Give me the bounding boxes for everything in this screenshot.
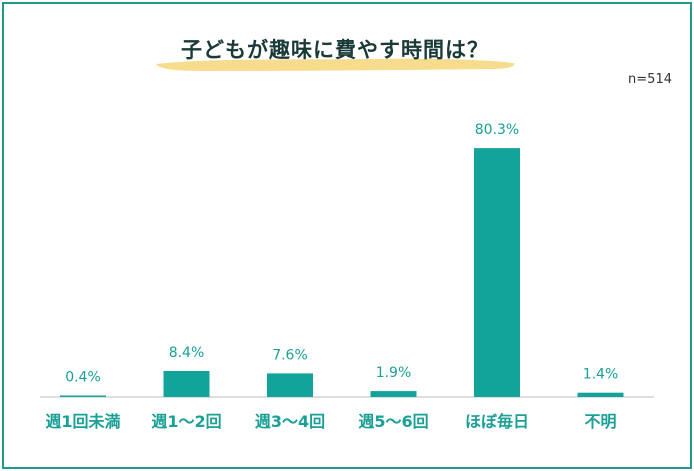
value-labels-group: 0.4% 8.4% 7.6% 1.9% 80.3% 1.4% <box>65 122 618 385</box>
chart-title: 子どもが趣味に費やす時間は？ <box>181 38 489 62</box>
category-label-0: 週1回未満 <box>45 412 120 431</box>
value-label-3: 1.9% <box>376 365 412 381</box>
category-labels-group: 週1回未満 週1～2回 週3～4回 週5～6回 ほぼ毎日 不明 <box>45 412 616 431</box>
value-label-2: 7.6% <box>272 347 308 363</box>
category-label-5: 不明 <box>584 412 616 431</box>
bar-4 <box>474 148 520 397</box>
title-block: 子どもが趣味に費やす時間は？ <box>150 26 520 76</box>
value-label-5: 1.4% <box>583 367 619 383</box>
category-label-1: 週1～2回 <box>151 412 221 431</box>
bar-0 <box>60 395 106 397</box>
category-label-4: ほぼ毎日 <box>465 412 529 431</box>
bar-2 <box>267 373 313 397</box>
bar-1 <box>163 371 210 397</box>
value-label-1: 8.4% <box>169 345 205 361</box>
category-label-3: 週5～6回 <box>358 412 428 431</box>
bar-5 <box>577 392 624 397</box>
value-label-4: 80.3% <box>475 122 519 138</box>
bars-group <box>60 148 624 397</box>
title-underline-highlight <box>156 58 515 71</box>
sample-size-label: n=514 <box>628 72 672 87</box>
bar-3 <box>370 391 417 397</box>
category-label-2: 週3～4回 <box>255 412 325 431</box>
value-label-0: 0.4% <box>65 370 101 386</box>
